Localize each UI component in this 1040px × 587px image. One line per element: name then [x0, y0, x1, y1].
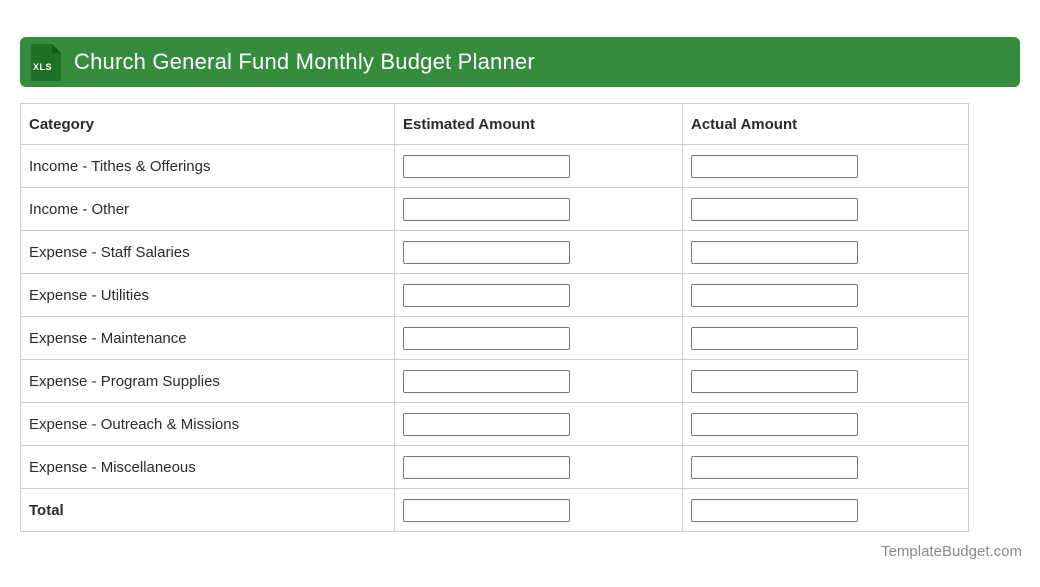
actual-amount-input[interactable] [691, 326, 858, 350]
estimated-amount-input[interactable] [403, 283, 570, 307]
table-row: Expense - Program Supplies [20, 359, 969, 403]
category-label: Expense - Miscellaneous [20, 445, 395, 489]
xls-file-icon: XLS [31, 43, 61, 81]
table-row: Expense - Maintenance [20, 316, 969, 360]
table-header-row: Category Estimated Amount Actual Amount [20, 103, 969, 145]
table-row: Expense - Staff Salaries [20, 230, 969, 274]
actual-amount-input[interactable] [691, 455, 858, 479]
page-title: Church General Fund Monthly Budget Plann… [74, 49, 535, 74]
actual-amount-input[interactable] [691, 240, 858, 264]
category-label: Expense - Program Supplies [20, 359, 395, 403]
category-label: Expense - Outreach & Missions [20, 402, 395, 446]
table-row: Expense - Miscellaneous [20, 445, 969, 489]
total-estimated-amount-input[interactable] [403, 498, 570, 522]
estimated-amount-input[interactable] [403, 369, 570, 393]
category-label: Expense - Staff Salaries [20, 230, 395, 274]
table-row-total: Total [20, 488, 969, 532]
title-banner: XLS Church General Fund Monthly Budget P… [20, 37, 1020, 87]
category-label: Expense - Utilities [20, 273, 395, 317]
category-label: Income - Other [20, 187, 395, 231]
estimated-amount-input[interactable] [403, 412, 570, 436]
actual-amount-input[interactable] [691, 369, 858, 393]
site-credit: TemplateBudget.com [881, 543, 1022, 560]
category-label: Expense - Maintenance [20, 316, 395, 360]
total-label: Total [20, 488, 395, 532]
estimated-amount-input[interactable] [403, 240, 570, 264]
column-header-category: Category [20, 103, 395, 145]
table-row: Expense - Outreach & Missions [20, 402, 969, 446]
actual-amount-input[interactable] [691, 283, 858, 307]
total-actual-amount-input[interactable] [691, 498, 858, 522]
xls-icon-label: XLS [33, 61, 53, 72]
estimated-amount-input[interactable] [403, 154, 570, 178]
budget-table: Category Estimated Amount Actual Amount … [20, 103, 969, 532]
estimated-amount-input[interactable] [403, 326, 570, 350]
column-header-actual: Actual Amount [682, 103, 969, 145]
column-header-estimated: Estimated Amount [394, 103, 683, 145]
actual-amount-input[interactable] [691, 412, 858, 436]
category-label: Income - Tithes & Offerings [20, 144, 395, 188]
actual-amount-input[interactable] [691, 197, 858, 221]
actual-amount-input[interactable] [691, 154, 858, 178]
table-row: Expense - Utilities [20, 273, 969, 317]
estimated-amount-input[interactable] [403, 455, 570, 479]
table-row: Income - Other [20, 187, 969, 231]
table-row: Income - Tithes & Offerings [20, 144, 969, 188]
estimated-amount-input[interactable] [403, 197, 570, 221]
